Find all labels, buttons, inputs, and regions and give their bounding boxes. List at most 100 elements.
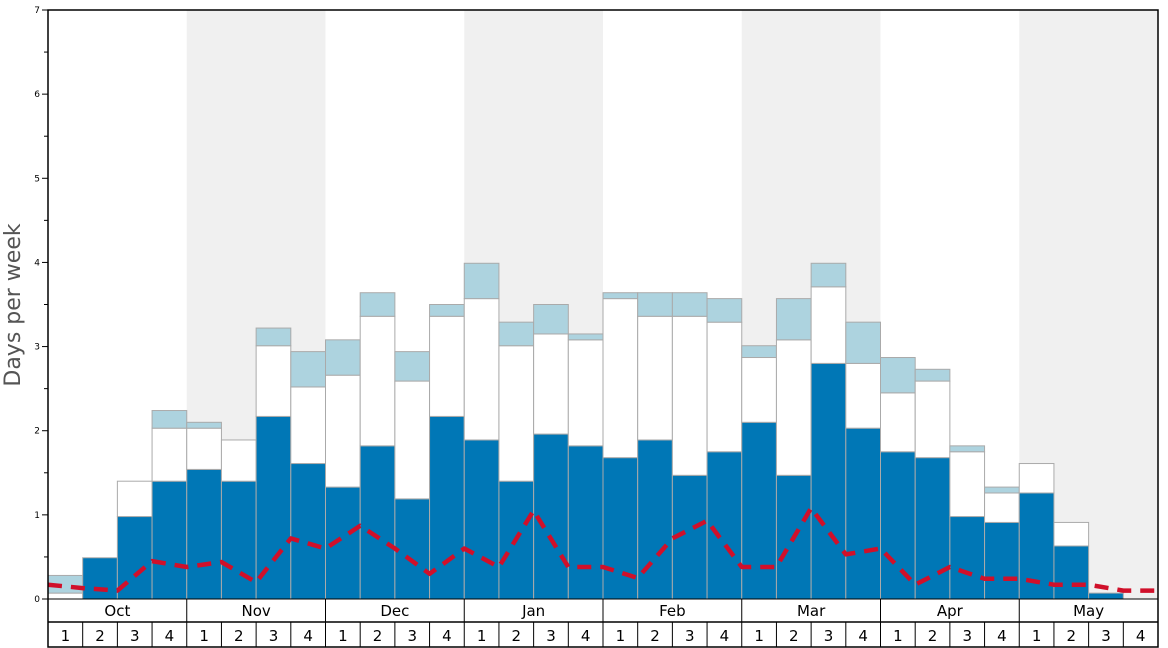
dashed-series-line [47,505,1158,593]
bar-top-14 [498,321,535,347]
bar-mid-16 [567,339,604,447]
bar-top-25 [880,357,916,394]
bar-top-12 [429,304,465,317]
bar-top-17 [602,292,639,300]
bar-base-30 [1053,545,1090,600]
bar-top-23 [810,262,847,288]
bar-mid-22 [775,339,812,476]
bar-base-31 [1088,592,1124,600]
bar-base-5 [186,468,222,600]
y-tick-label: 3 [34,343,40,353]
bar-mid-20 [706,321,743,453]
week-label: 4 [1136,627,1146,645]
x-axis: Oct 1 2 3 4 Nov 1 2 3 4 Dec 1 2 3 4 Jan 1 2 3 4 Feb 1 2 3 4 Mar 1 2… [61,599,1146,647]
y-tick-label: 0 [34,595,40,605]
dashed-line-layer [47,505,1158,593]
bar-mid-6 [220,439,257,482]
week-label: 1 [338,627,348,645]
bar-top-28 [984,486,1020,494]
bar-mid-3 [116,480,153,518]
week-label: 4 [720,627,730,645]
bar-mid-25 [880,392,916,453]
week-label: 4 [442,627,452,645]
bar-base-24 [845,427,881,600]
bar-mid-29 [1018,463,1055,494]
week-label: 1 [893,627,903,645]
bar-base-21 [741,421,777,600]
month-label-oct: Oct [104,602,130,620]
bar-mid-9 [325,374,361,488]
bar-top-7 [255,327,292,347]
bar-mid-27 [949,451,986,518]
week-label: 4 [303,627,313,645]
week-label: 1 [477,627,487,645]
bar-base-12 [429,415,465,600]
bar-top-10 [359,292,396,317]
week-label: 3 [269,627,279,645]
week-label: 1 [1032,627,1042,645]
month-label-dec: Dec [380,602,409,620]
bar-mid-14 [498,345,535,482]
week-label: 2 [373,627,383,645]
week-label: 4 [997,627,1007,645]
week-label: 2 [650,627,660,645]
bar-top-4 [151,410,188,429]
week-label: 3 [546,627,556,645]
bar-top-26 [914,368,951,382]
week-label: 1 [199,627,209,645]
bar-top-15 [533,304,569,335]
bar-mid-5 [186,427,222,470]
week-label: 1 [616,627,626,645]
bar-base-8 [290,463,326,600]
week-label: 3 [130,627,140,645]
y-axis: 0 1 2 3 4 5 6 7 [34,6,48,605]
stacked-bars [47,262,1124,600]
bar-top-8 [290,351,326,388]
bar-base-10 [359,445,396,600]
y-axis-title: Days per week [1,223,26,386]
y-tick-label: 6 [34,90,40,100]
bar-mid-28 [984,492,1020,523]
bar-top-19 [671,292,708,317]
y-tick-label: 5 [34,174,40,184]
week-label: 4 [858,627,868,645]
bar-mid-1 [47,592,84,600]
week-label: 4 [581,627,591,645]
bar-top-9 [325,339,361,376]
bar-top-22 [775,298,812,341]
bar-base-18 [637,439,673,600]
month-label-nov: Nov [241,602,270,620]
bar-base-27 [949,516,986,600]
bar-mid-12 [429,315,465,417]
bar-mid-30 [1053,521,1090,547]
week-label: 2 [1067,627,1077,645]
bar-base-4 [151,480,188,600]
bar-top-16 [567,333,604,341]
bar-mid-11 [394,380,431,500]
bar-top-11 [394,351,431,382]
bar-top-13 [463,262,500,300]
month-label-feb: Feb [659,602,686,620]
bar-base-26 [914,457,951,600]
week-label: 2 [234,627,244,645]
y-tick-label: 7 [34,6,40,16]
bar-mid-13 [463,298,500,441]
bar-base-28 [984,521,1020,600]
bar-base-2 [82,557,118,600]
month-label-may: May [1073,602,1104,620]
bar-mid-8 [290,386,326,465]
bar-mid-17 [602,298,639,459]
bar-top-21 [741,345,777,359]
month-label-jan: Jan [521,602,545,620]
bar-base-16 [567,445,604,600]
bar-base-23 [810,362,847,600]
month-label-mar: Mar [797,602,826,620]
y-tick-label: 4 [34,258,40,268]
bar-base-20 [706,451,743,600]
week-label: 3 [962,627,972,645]
week-label: 2 [928,627,938,645]
bar-mid-26 [914,380,951,459]
bar-top-20 [706,298,743,323]
week-label: 2 [95,627,105,645]
bar-top-18 [637,292,673,317]
